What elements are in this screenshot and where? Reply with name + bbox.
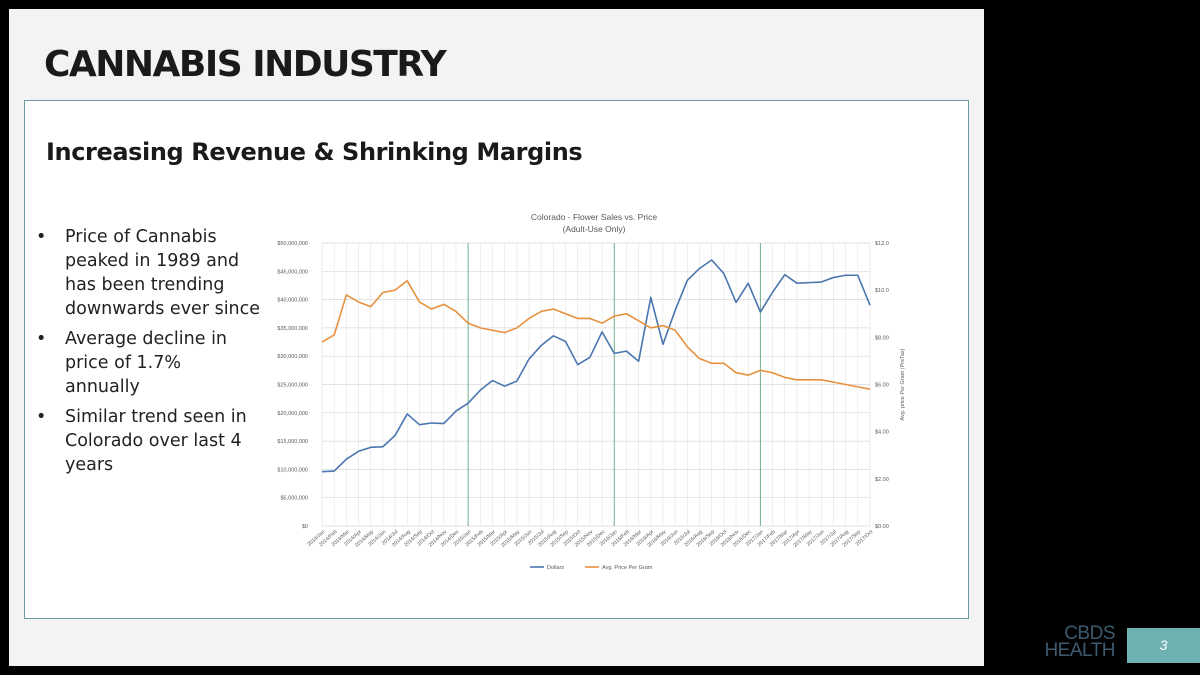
bullet-text: Price of Cannabis peaked in 1989 and has… (65, 227, 261, 319)
brand-logo: CBDS HEALTH (1035, 623, 1115, 661)
y-axis-right: $0.00 $2.00 $4.00 $6.00 $8.00 $10.0 $12.0 (875, 241, 889, 530)
y-tick-label: $35,000,000 (277, 326, 308, 332)
legend-label: Dollars (547, 565, 564, 571)
bullet-marker: • (36, 227, 47, 247)
legend-label: Avg. Price Per Gram (602, 565, 653, 571)
y2-tick-label: $10.0 (875, 288, 889, 294)
x-axis: 2014/Jan2014/Feb2014/Mar2014/Apr2014/May… (306, 529, 874, 549)
y2-tick-label: $12.0 (875, 241, 889, 247)
y2-axis-title: Avg. price Per Gram (PreTax) (900, 348, 906, 420)
brand-line-2: HEALTH (1044, 640, 1115, 661)
y-tick-label: $25,000,000 (277, 383, 308, 389)
bullet-text: Average decline in price of 1.7% annuall… (65, 329, 228, 397)
series-line-price (321, 279, 871, 391)
y-tick-label: $45,000,000 (277, 269, 308, 275)
chart-grid (321, 242, 871, 527)
brand-line-1: CBDS (1064, 623, 1115, 644)
chart-subtitle: (Adult-Use Only) (563, 224, 626, 234)
y-tick-label: $15,000,000 (277, 439, 308, 445)
chart-series (321, 259, 871, 473)
bullet-marker: • (36, 329, 47, 349)
page-number: 3 (1127, 628, 1200, 663)
bullet-item: • Price of Cannabis peaked in 1989 and ha… (36, 225, 261, 321)
y-tick-label: $0 (302, 524, 308, 530)
bullet-list: • Price of Cannabis peaked in 1989 and ha… (36, 225, 261, 483)
chart-title: Colorado - Flower Sales vs. Price (531, 212, 657, 222)
y-tick-label: $5,000,000 (280, 496, 308, 502)
slide-subtitle: Increasing Revenue & Shrinking Margins (46, 138, 583, 166)
bullet-marker: • (36, 407, 47, 427)
chart-legend: Dollars Avg. Price Per Gram (530, 565, 653, 571)
content-panel (24, 100, 969, 619)
slide-title: CANNABIS INDUSTRY (44, 44, 447, 85)
y2-tick-label: $8.00 (875, 335, 889, 341)
y-tick-label: $40,000,000 (277, 298, 308, 304)
y2-tick-label: $4.00 (875, 430, 889, 436)
y2-tick-label: $0.00 (875, 524, 889, 530)
y-axis-left: $0 $5,000,000 $10,000,000 $15,000,000 $20,00… (277, 241, 308, 530)
y-tick-label: $50,000,000 (277, 241, 308, 247)
y-tick-label: $10,000,000 (277, 467, 308, 473)
bullet-item: • Similar trend seen in Colorado over las… (36, 405, 261, 477)
bullet-item: • Average decline in price of 1.7% annual… (36, 327, 261, 399)
series-line-dollars (321, 259, 871, 473)
y2-tick-label: $6.00 (875, 383, 889, 389)
y2-tick-label: $2.00 (875, 477, 889, 483)
y-tick-label: $20,000,000 (277, 411, 308, 417)
flower-sales-chart: Colorado - Flower Sales vs. Price (Adult… (277, 212, 906, 571)
bullet-text: Similar trend seen in Colorado over last… (65, 407, 247, 475)
y-tick-label: $30,000,000 (277, 354, 308, 360)
